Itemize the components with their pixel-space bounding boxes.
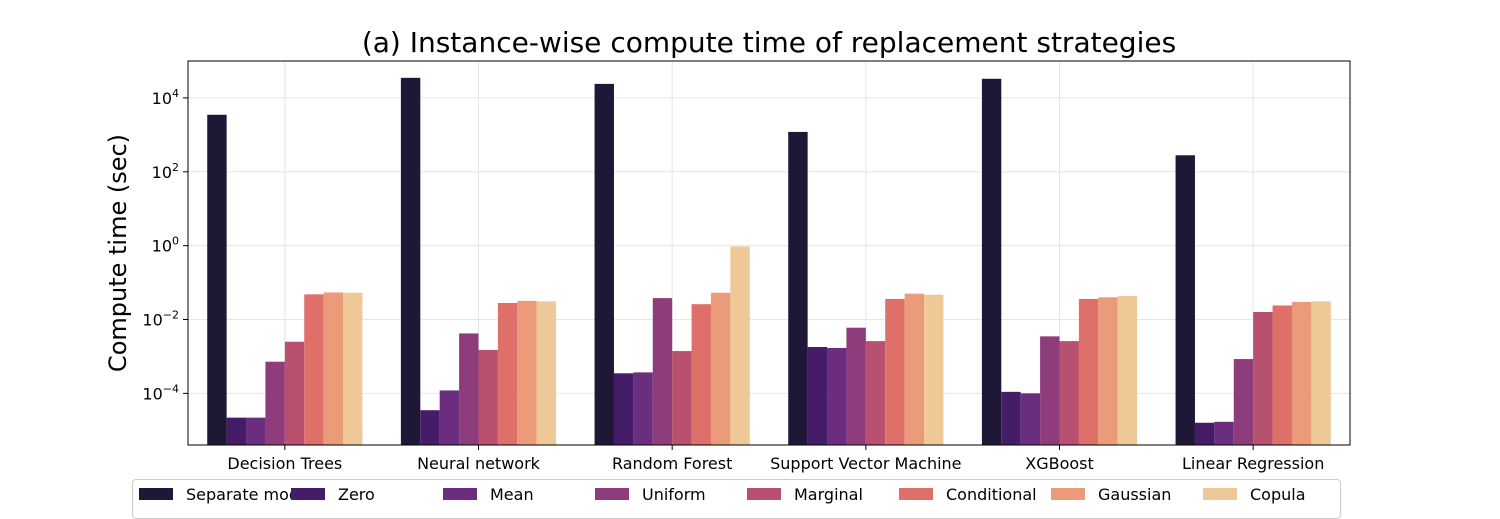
bar-separate-models-4 <box>788 131 808 445</box>
bar-gaussian-4 <box>904 293 925 445</box>
bar-separate-models-1 <box>207 114 227 446</box>
bar-gaussian-1 <box>323 292 344 445</box>
bar-mean-6 <box>1214 421 1234 445</box>
bar-conditional-5 <box>1078 298 1099 445</box>
bar-marginal-3 <box>672 351 692 445</box>
bar-copula-1 <box>343 292 363 445</box>
bar-separate-models-3 <box>594 83 614 445</box>
bar-separate-models-6 <box>1175 155 1195 445</box>
bar-zero-4 <box>807 347 828 445</box>
legend-item-marginal: Marginal <box>747 484 863 504</box>
legend-swatch <box>1051 488 1085 500</box>
y-ticks: 10−4 10−2 100 102 104 <box>142 87 188 403</box>
bar-separate-models-5 <box>981 78 1002 446</box>
x-tick-label: Neural network <box>417 454 541 473</box>
bar-conditional-2 <box>497 302 518 445</box>
legend-item-gaussian: Gaussian <box>1051 484 1172 504</box>
legend-swatch <box>1203 488 1237 500</box>
bars <box>207 77 1331 446</box>
legend-swatch <box>291 488 325 500</box>
bar-uniform-4 <box>846 327 866 445</box>
legend-label: Separate models <box>186 484 322 504</box>
bar-uniform-6 <box>1233 359 1254 445</box>
legend-swatch <box>899 488 933 500</box>
x-tick-label: Decision Trees <box>227 454 342 473</box>
grid-lines <box>188 61 1350 445</box>
y-tick-label: 100 <box>152 235 179 256</box>
bar-uniform-3 <box>652 298 673 445</box>
bar-conditional-1 <box>304 294 324 445</box>
y-tick-label: 102 <box>152 161 179 182</box>
legend-swatch <box>747 488 781 500</box>
y-tick-label: 10−4 <box>142 382 179 403</box>
bar-copula-5 <box>1117 296 1138 445</box>
legend-label: Mean <box>490 484 534 504</box>
x-tick-label: Support Vector Machine <box>770 454 961 473</box>
y-axis-label: Compute time (sec) <box>104 134 132 372</box>
bar-separate-models-2 <box>400 77 421 446</box>
bar-uniform-1 <box>265 361 285 445</box>
y-tick-label: 10−2 <box>142 309 179 330</box>
bar-copula-6 <box>1311 301 1331 445</box>
bar-gaussian-5 <box>1098 297 1118 445</box>
bar-zero-2 <box>420 410 440 445</box>
x-ticks: Decision Trees Neural network Random Fores… <box>227 445 1324 473</box>
legend-label: Gaussian <box>1098 484 1172 504</box>
bar-uniform-5 <box>1040 336 1060 445</box>
legend-label: Conditional <box>946 484 1037 504</box>
legend-swatch <box>139 488 173 500</box>
bar-zero-1 <box>226 417 247 445</box>
bar-conditional-4 <box>885 298 905 445</box>
bar-marginal-5 <box>1059 341 1079 445</box>
plot-frame <box>187 60 1351 446</box>
legend-swatch <box>443 488 477 500</box>
legend-label: Copula <box>1250 484 1306 504</box>
x-tick-label: Linear Regression <box>1182 454 1324 473</box>
y-tick-label: 104 <box>152 87 179 108</box>
chart-canvas: 10−4 10−2 100 102 104 Decision Trees Neural n… <box>104 26 1351 473</box>
bar-gaussian-3 <box>710 292 731 445</box>
bar-zero-3 <box>613 373 634 445</box>
legend-item-uniform: Uniform <box>595 484 706 504</box>
x-tick-label: XGBoost <box>1025 454 1094 473</box>
bar-zero-5 <box>1001 391 1021 445</box>
bar-uniform-2 <box>459 333 479 445</box>
x-tick-label: Random Forest <box>612 454 732 473</box>
legend-label: Marginal <box>794 484 863 504</box>
bar-mean-2 <box>439 390 460 445</box>
legend-item-zero: Zero <box>291 484 375 504</box>
bar-conditional-6 <box>1272 305 1292 445</box>
bar-marginal-1 <box>284 341 305 445</box>
legend: Separate models Zero Mean Uniform Marginal Co… <box>132 479 1341 519</box>
bar-gaussian-2 <box>517 300 537 445</box>
legend-item-copula: Copula <box>1203 484 1306 504</box>
bar-marginal-2 <box>478 349 498 445</box>
legend-item-separate-models: Separate models <box>139 484 322 504</box>
legend-item-mean: Mean <box>443 484 534 504</box>
legend-item-conditional: Conditional <box>899 484 1037 504</box>
legend-label: Zero <box>338 484 375 504</box>
bar-copula-3 <box>730 246 750 445</box>
legend-label: Uniform <box>642 484 706 504</box>
chart-title: (a) Instance-wise compute time of replac… <box>362 26 1176 59</box>
bar-mean-3 <box>633 372 653 445</box>
bar-conditional-3 <box>691 304 711 445</box>
bar-mean-1 <box>246 417 266 445</box>
bar-copula-4 <box>924 294 944 445</box>
bar-zero-6 <box>1194 422 1215 445</box>
bar-mean-4 <box>827 347 847 445</box>
bar-marginal-4 <box>865 341 886 445</box>
bar-copula-2 <box>536 301 557 445</box>
legend-swatch <box>595 488 629 500</box>
bar-mean-5 <box>1020 393 1041 445</box>
bar-marginal-6 <box>1253 311 1273 445</box>
bar-gaussian-6 <box>1291 301 1312 445</box>
